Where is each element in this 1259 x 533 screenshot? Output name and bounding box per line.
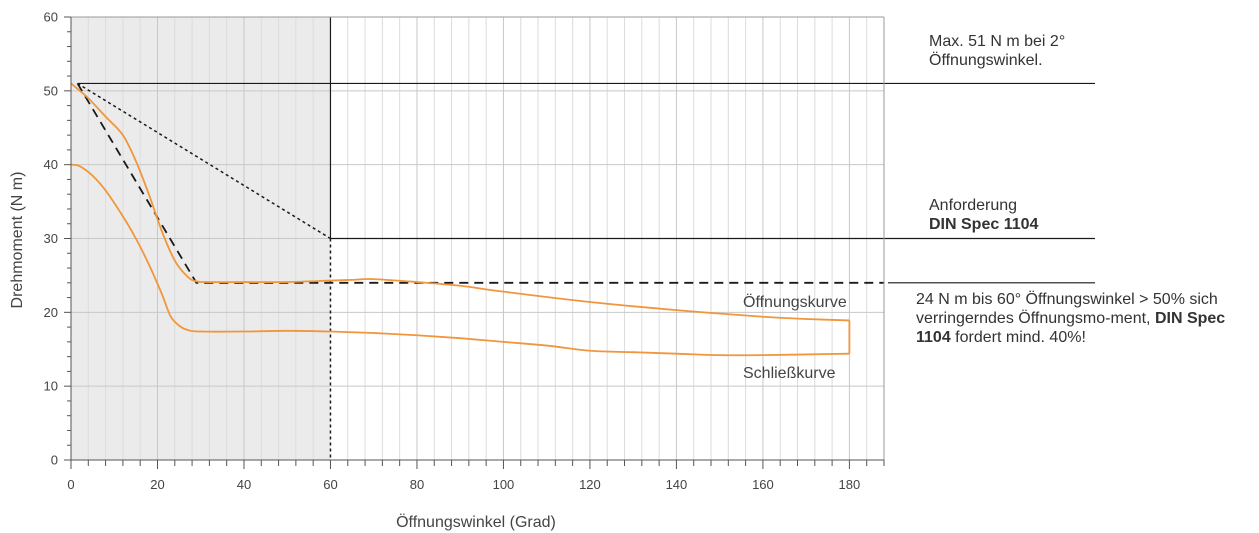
annotation-max-line2: Öffnungswinkel. xyxy=(929,52,1043,69)
closing-curve-label: Schließkurve xyxy=(743,365,836,382)
x-tick-label: 40 xyxy=(237,477,251,492)
axes xyxy=(64,16,885,469)
y-tick-label: 0 xyxy=(51,453,58,468)
y-tick-label: 60 xyxy=(44,10,58,25)
closing-curve xyxy=(70,163,850,357)
annotation-max-torque: Max. 51 N m bei 2° Öffnungswinkel. xyxy=(929,32,1065,70)
grid xyxy=(71,16,885,460)
annotation-req-bold: DIN Spec 1104 xyxy=(916,310,1226,346)
x-axis-label: Öffnungswinkel (Grad) xyxy=(396,513,556,531)
x-tick-label: 0 xyxy=(67,477,74,492)
y-tick-label: 40 xyxy=(44,157,58,172)
opening-curve xyxy=(70,82,850,322)
annotation-req-text1: 24 N m bis 60° Öffnungswinkel > 50% sich… xyxy=(916,291,1218,327)
annotation-din-line2: DIN Spec 1104 xyxy=(929,216,1039,233)
annotation-requirement-text: 24 N m bis 60° Öffnungswinkel > 50% sich… xyxy=(916,290,1236,347)
x-tick-label: 160 xyxy=(752,477,774,492)
opening-curve-label: Öffnungskurve xyxy=(743,293,847,311)
x-tick-label: 80 xyxy=(410,477,424,492)
dashed-requirement-line xyxy=(76,82,884,284)
y-axis-label: Drehmoment (N m) xyxy=(9,172,26,309)
x-tick-label: 60 xyxy=(323,477,337,492)
y-tick-label: 50 xyxy=(44,83,58,98)
y-tick-label: 20 xyxy=(44,305,58,320)
annotation-din-requirement: Anforderung DIN Spec 1104 xyxy=(929,196,1038,234)
x-tick-label: 100 xyxy=(493,477,515,492)
annotation-max-line1: Max. 51 N m bei 2° xyxy=(929,33,1066,50)
x-tick-label: 140 xyxy=(666,477,688,492)
annotation-din-line1: Anforderung xyxy=(929,197,1018,214)
chart-labels: 0 20 40 60 80 100 120 140 160 180 0 10 20 30 40 50 60 Öff… xyxy=(9,10,860,532)
reference-lines xyxy=(76,17,1095,460)
y-tick-label: 10 xyxy=(44,379,58,394)
dotted-diagonal xyxy=(77,82,331,240)
x-tick-label: 180 xyxy=(839,477,861,492)
y-tick-label: 30 xyxy=(44,231,58,246)
x-tick-label: 120 xyxy=(579,477,601,492)
annotation-req-text2: fordert mind. 40%! xyxy=(955,329,1086,346)
series xyxy=(70,82,851,357)
x-tick-label: 20 xyxy=(150,477,164,492)
